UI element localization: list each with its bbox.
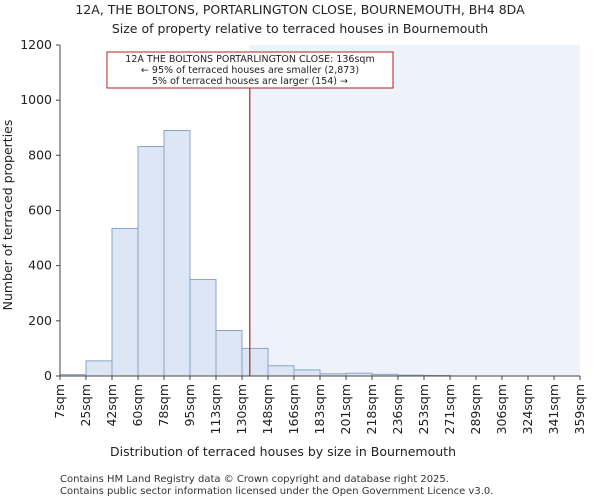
x-tick-label-95sqm: 95sqm	[182, 384, 197, 427]
annotation-box: 12A THE BOLTONS PORTARLINGTON CLOSE: 136…	[106, 51, 394, 89]
y-tick-label-1200: 1200	[20, 37, 52, 52]
bar-148sqm	[267, 365, 295, 377]
x-tick-label-25sqm: 25sqm	[78, 384, 93, 427]
annotation-border	[106, 51, 394, 89]
footer-line-2: Contains public sector information licen…	[60, 486, 493, 497]
bar-130sqm	[241, 347, 269, 377]
x-tick-label-324sqm: 324sqm	[520, 384, 535, 434]
bar-95sqm	[189, 278, 217, 377]
x-tick-label-271sqm: 271sqm	[442, 384, 457, 434]
annotation-line-3: 5% of terraced houses are larger (154) →	[152, 76, 348, 87]
bar-166sqm	[293, 369, 321, 377]
x-tick-label-60sqm: 60sqm	[130, 384, 145, 427]
x-tick-label-218sqm: 218sqm	[364, 384, 379, 434]
x-tick-label-201sqm: 201sqm	[338, 384, 353, 434]
x-tick-label-78sqm: 78sqm	[156, 384, 171, 427]
bar-60sqm	[137, 146, 165, 377]
x-tick-label-253sqm: 253sqm	[416, 384, 431, 434]
y-tick-label-200: 200	[28, 313, 52, 328]
x-tick-label-289sqm: 289sqm	[468, 384, 483, 434]
x-tick-label-113sqm: 113sqm	[208, 384, 223, 434]
chart-title: 12A, THE BOLTONS, PORTARLINGTON CLOSE, B…	[75, 2, 525, 17]
x-tick-label-359sqm: 359sqm	[572, 384, 587, 434]
y-tick-label-0: 0	[44, 368, 52, 383]
x-tick-label-7sqm: 7sqm	[52, 384, 67, 419]
footer-line-1: Contains HM Land Registry data © Crown c…	[60, 474, 449, 485]
y-ticks: 0 200 400 600 800 1000 1200	[20, 37, 60, 383]
larger-region	[249, 45, 581, 376]
x-tick-label-306sqm: 306sqm	[494, 384, 509, 434]
y-axis-label: Number of terraced properties	[0, 120, 15, 311]
bar-25sqm	[85, 360, 113, 377]
y-tick-label-400: 400	[28, 258, 52, 273]
x-tick-label-341sqm: 341sqm	[546, 384, 561, 434]
x-tick-label-166sqm: 166sqm	[286, 384, 301, 434]
y-tick-label-600: 600	[28, 203, 52, 218]
annotation-line-1: 12A THE BOLTONS PORTARLINGTON CLOSE: 136…	[125, 54, 374, 65]
x-tick-label-130sqm: 130sqm	[234, 384, 249, 434]
y-tick-label-800: 800	[28, 147, 52, 162]
x-tick-label-42sqm: 42sqm	[104, 384, 119, 427]
bar-113sqm	[215, 329, 243, 377]
highlight-region	[249, 45, 581, 376]
x-ticks: 7sqm 25sqm 42sqm 60sqm 78sqm 95sqm 113sqm 130sq…	[52, 376, 587, 434]
bars	[59, 130, 451, 377]
annotation-line-2: ← 95% of terraced houses are smaller (2,…	[141, 65, 359, 76]
bar-78sqm	[163, 130, 191, 377]
x-tick-label-148sqm: 148sqm	[260, 384, 275, 434]
y-tick-label-1000: 1000	[20, 92, 52, 107]
x-tick-label-236sqm: 236sqm	[390, 384, 405, 434]
bar-42sqm	[111, 227, 139, 377]
x-axis-label: Distribution of terraced houses by size …	[110, 444, 456, 459]
x-tick-label-183sqm: 183sqm	[312, 384, 327, 434]
chart-subtitle: Size of property relative to terraced ho…	[112, 21, 488, 36]
